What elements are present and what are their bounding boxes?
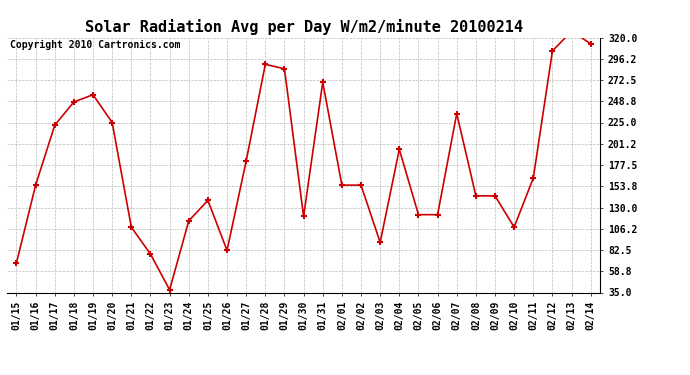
Text: Copyright 2010 Cartronics.com: Copyright 2010 Cartronics.com — [10, 40, 180, 50]
Title: Solar Radiation Avg per Day W/m2/minute 20100214: Solar Radiation Avg per Day W/m2/minute … — [85, 19, 522, 35]
